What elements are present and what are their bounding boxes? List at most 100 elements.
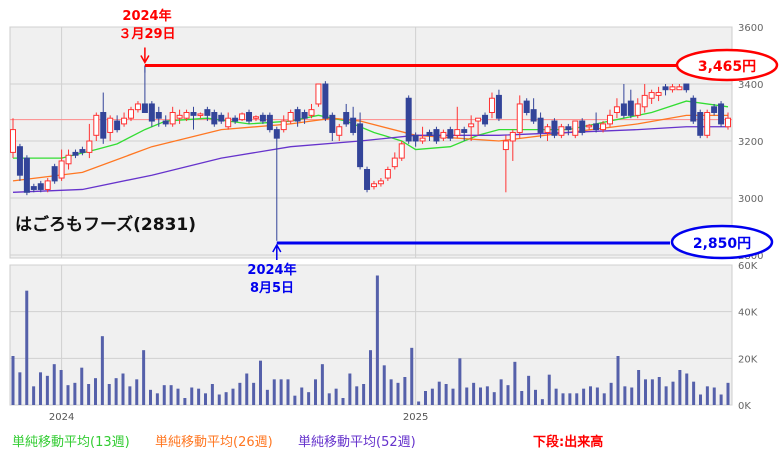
volume-bar [135, 379, 139, 405]
candle-body [190, 112, 197, 116]
candle-body [391, 157, 398, 168]
candle-body [627, 100, 634, 116]
legend-ma52: 単純移動平均(52週) [298, 435, 416, 450]
volume-bar [149, 389, 152, 405]
price-tick-label: 3400 [738, 80, 763, 91]
volume-bar [94, 378, 97, 405]
candle-body [718, 103, 725, 125]
high-date-label: ３月29日 [118, 27, 175, 42]
volume-bar [492, 392, 496, 405]
volume-bar [410, 347, 414, 405]
price-tick-label: 3600 [738, 23, 763, 34]
candle-body [93, 114, 100, 136]
candle-body [523, 100, 530, 113]
volume-bar [499, 379, 503, 405]
candle-body [544, 126, 551, 133]
candle-body [419, 137, 426, 142]
down-arrow-icon [140, 47, 150, 64]
candle-body [454, 129, 461, 136]
volume-bar [66, 385, 70, 405]
candle-body [613, 106, 620, 114]
candle-body [301, 112, 308, 119]
candle-body [669, 86, 676, 91]
candle-body [509, 131, 516, 142]
volume-bar [32, 386, 36, 405]
moving-average-line [12, 126, 728, 193]
volume-bar [712, 387, 716, 405]
candle-body [148, 103, 155, 122]
volume-bar [472, 382, 476, 405]
volume-bar [217, 394, 221, 405]
candle-body [162, 120, 169, 125]
volume-bar [506, 385, 510, 405]
candle-body [655, 92, 662, 96]
x-tick-label: 2024 [49, 412, 74, 423]
candle-body [155, 112, 162, 119]
volume-bar [45, 375, 49, 405]
candle-body [648, 92, 655, 99]
volume-bar [341, 398, 345, 405]
candle-body [530, 109, 537, 122]
volume-bar [100, 336, 104, 405]
low-date-label: 8月5日 [250, 281, 294, 296]
volume-bar [114, 378, 118, 405]
volume-bar [527, 375, 531, 405]
candle-body [606, 114, 613, 125]
volume-bar [403, 377, 407, 405]
volume-bar [176, 388, 180, 405]
candle-body [551, 120, 558, 136]
volume-bar [142, 350, 146, 405]
volume-bar [265, 389, 269, 405]
candle-body [426, 131, 433, 136]
price-tick-label: 3000 [738, 194, 763, 205]
volume-bar [18, 372, 22, 405]
volume-bar [307, 392, 311, 405]
candle-body [343, 112, 350, 125]
candle-body [620, 103, 627, 116]
candle-body [516, 103, 523, 133]
volume-bar [327, 393, 331, 405]
candle-body [225, 117, 232, 128]
volume-bar [245, 373, 249, 405]
candle-body [176, 114, 183, 119]
volume-bar [300, 387, 304, 405]
candle-body [412, 134, 419, 142]
volume-bar [554, 388, 558, 405]
candle-body [65, 154, 72, 165]
candle-body [725, 117, 731, 128]
candle-body [676, 86, 683, 91]
candle-body [23, 157, 30, 193]
volume-tick-label: 40K [738, 308, 758, 319]
volume-bar [568, 393, 572, 405]
volume-bar [252, 382, 256, 405]
stock-title: はごろもフーズ(2831) [15, 214, 196, 235]
volume-bar [190, 387, 194, 405]
candle-body [239, 113, 246, 121]
candle-body [252, 116, 259, 119]
volume-bar [616, 356, 620, 405]
candle-body [482, 114, 489, 125]
candle-body [72, 151, 79, 156]
volume-bar [630, 387, 634, 405]
volume-bar [204, 393, 207, 405]
candle-body [461, 129, 468, 133]
price-tick-label: 2800 [738, 251, 763, 262]
volume-bar [540, 399, 544, 405]
volume-bar [485, 386, 489, 405]
volume-bar [513, 361, 517, 405]
candle-body [377, 180, 384, 185]
candle-body [433, 129, 440, 142]
volume-bar [162, 385, 166, 405]
candle-body [204, 109, 211, 116]
volume-bar [396, 382, 400, 405]
volume-tick-label: 60K [738, 261, 758, 272]
candle-body [273, 129, 280, 139]
volume-bar [224, 392, 228, 405]
volume-tick-label: 0K [738, 401, 751, 412]
volume-bar [375, 275, 379, 405]
candle-body [246, 112, 253, 122]
candle-body [10, 129, 16, 153]
candle-body [287, 112, 294, 122]
candle-body [121, 117, 128, 125]
candle-body [134, 103, 141, 111]
